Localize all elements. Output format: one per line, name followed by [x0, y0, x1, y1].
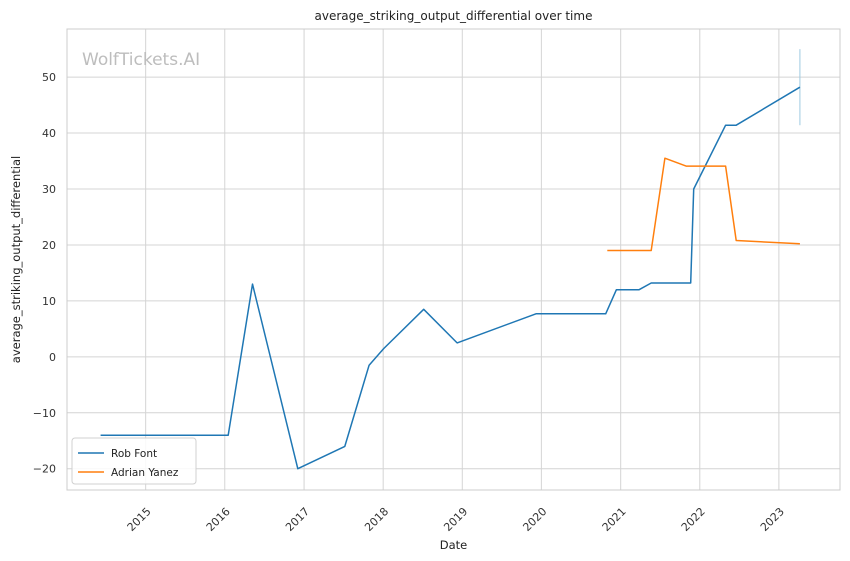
- y-tick-label: −20: [33, 463, 56, 476]
- series-line-adrian-yanez: [607, 157, 800, 252]
- series-lines: [100, 49, 801, 470]
- y-axis-ticks: −20 −10 0 10 20 30 40 50: [33, 71, 56, 476]
- y-tick-label: −10: [33, 407, 56, 420]
- series-line-rob-font: [100, 86, 801, 470]
- legend-label: Rob Font: [111, 448, 157, 460]
- y-tick-label: 10: [42, 295, 56, 308]
- y-tick-label: 50: [42, 71, 56, 84]
- y-tick-label: 20: [42, 239, 56, 252]
- chart-title: average_striking_output_differential ove…: [315, 9, 593, 23]
- legend: Rob Font Adrian Yanez: [71, 437, 197, 485]
- grid: [67, 29, 840, 490]
- y-tick-label: 0: [49, 351, 56, 364]
- plot-area: [66, 28, 841, 491]
- y-tick-label: 40: [42, 127, 56, 140]
- y-axis-label: average_striking_output_differential: [9, 156, 23, 363]
- y-tick-label: 30: [42, 183, 56, 196]
- watermark: WolfTickets.AI: [82, 50, 200, 70]
- legend-label: Adrian Yanez: [111, 467, 179, 479]
- x-axis-label: Date: [440, 538, 468, 552]
